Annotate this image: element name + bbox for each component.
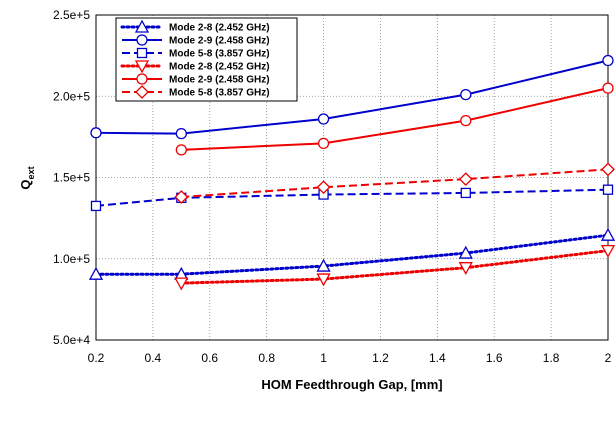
y-tick-label: 2.0e+5 [53, 89, 90, 103]
legend-label: Mode 2-8 (2.452 GHz) [169, 62, 270, 73]
legend-label: Mode 2-9 (2.458 GHz) [169, 75, 270, 86]
y-axis-label-sub: ext [26, 166, 36, 179]
data-point [602, 184, 614, 195]
series-line [179, 249, 610, 285]
x-tick-label: 1.6 [486, 351, 503, 365]
data-point [600, 227, 616, 241]
data-point [90, 200, 102, 212]
legend-item: Mode 5-8 (3.857 GHz) [122, 47, 270, 60]
x-tick-label: 0.8 [258, 351, 275, 365]
series-2 [90, 184, 614, 212]
data-point [460, 88, 472, 101]
data-point [316, 258, 331, 272]
y-tick-label: 1.0e+5 [53, 252, 90, 266]
series-line [181, 87, 609, 151]
data-point [317, 113, 330, 125]
data-point [460, 114, 472, 127]
data-point [175, 144, 187, 156]
x-tick-label: 0.6 [201, 351, 218, 365]
data-point [316, 273, 331, 287]
legend-swatch-marker [135, 85, 149, 99]
series-5 [174, 162, 615, 204]
legend-label: Mode 2-9 (2.458 GHz) [169, 36, 270, 47]
data-point [458, 245, 473, 259]
x-tick-label: 1.8 [543, 351, 560, 365]
data-point [174, 190, 189, 204]
series-line [94, 233, 610, 276]
y-axis-label: Qext [18, 166, 36, 189]
series-4 [175, 82, 614, 156]
x-tick-label: 1.4 [429, 351, 446, 365]
data-point [458, 262, 473, 276]
y-tick-label: 2.5e+5 [53, 8, 90, 22]
data-point [174, 277, 189, 291]
series-line [95, 188, 609, 207]
legend-item: Mode 5-8 (3.857 GHz) [122, 85, 270, 99]
y-tick-label: 1.5e+5 [53, 171, 90, 185]
data-point [458, 172, 473, 187]
data-point [90, 127, 102, 139]
x-tick-label: 0.4 [145, 351, 162, 365]
x-tick-label: 1.2 [372, 351, 389, 365]
series-line [181, 168, 609, 198]
legend-swatch-marker [136, 47, 148, 59]
x-axis-label: HOM Feedthrough Gap, [mm] [261, 377, 442, 392]
legend-swatch-marker [134, 19, 150, 33]
y-tick-labels: 5.0e+4 1.0e+5 1.5e+5 2.0e+5 2.5e+5 [53, 8, 90, 347]
legend-item: Mode 2-8 (2.452 GHz) [120, 19, 270, 34]
data-point [601, 162, 615, 177]
data-point [88, 266, 104, 280]
legend-item: Mode 2-9 (2.458 GHz) [122, 34, 270, 47]
series-lines [88, 54, 616, 291]
x-tick-labels: 0.2 0.4 0.6 0.8 1 1.2 1.4 1.6 1.8 2 [88, 351, 612, 365]
legend: Mode 2-8 (2.452 GHz) Mode 2-9 (2.458 GHz)… [115, 17, 298, 102]
x-tick-label: 0.2 [88, 351, 105, 365]
legend-item: Mode 2-8 (2.452 GHz) [120, 60, 270, 74]
x-tick-label: 2 [605, 351, 612, 365]
x-tick-label: 1 [320, 351, 327, 365]
data-point [175, 127, 187, 140]
series-3 [174, 244, 616, 291]
data-point [600, 244, 616, 258]
series-1 [90, 54, 614, 140]
y-tick-label: 5.0e+4 [53, 333, 90, 347]
data-point [602, 54, 614, 67]
data-point [317, 137, 330, 150]
data-point [602, 82, 614, 94]
data-point [460, 187, 471, 199]
svg-text:Qext: Qext [18, 166, 36, 189]
legend-swatch-marker [136, 34, 148, 46]
y-axis-label-main: Q [18, 179, 33, 189]
plot-frame [95, 14, 609, 341]
data-point [316, 180, 331, 195]
series-0 [88, 227, 616, 280]
legend-label: Mode 5-8 (3.857 GHz) [169, 49, 270, 60]
legend-swatch-marker [134, 60, 150, 74]
legend-swatch-marker [136, 73, 148, 85]
legend-label: Mode 2-8 (2.452 GHz) [169, 23, 270, 34]
legend-item: Mode 2-9 (2.458 GHz) [122, 73, 270, 86]
legend-label: Mode 5-8 (3.857 GHz) [169, 88, 270, 99]
